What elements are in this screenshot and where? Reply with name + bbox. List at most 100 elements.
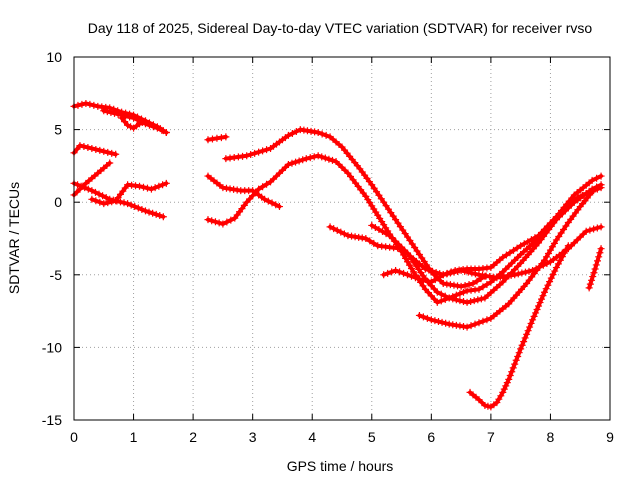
data-point-marker bbox=[542, 285, 550, 293]
data-point-marker bbox=[127, 123, 135, 131]
data-point-marker bbox=[259, 183, 267, 191]
data-point-marker bbox=[425, 266, 433, 274]
data-point-marker bbox=[467, 298, 475, 306]
data-point-marker bbox=[368, 221, 376, 229]
data-point-marker bbox=[461, 281, 469, 289]
data-point-marker bbox=[90, 101, 98, 109]
data-point-marker bbox=[499, 278, 507, 286]
data-point-marker bbox=[124, 121, 132, 129]
data-point-marker bbox=[407, 272, 415, 280]
data-point-marker bbox=[533, 305, 541, 313]
data-point-marker bbox=[469, 280, 477, 288]
data-point-marker bbox=[502, 251, 510, 259]
data-point-marker bbox=[151, 184, 159, 192]
data-point-marker bbox=[292, 128, 300, 136]
data-point-marker bbox=[321, 154, 329, 162]
data-point-marker bbox=[162, 129, 170, 137]
data-point-marker bbox=[288, 129, 296, 137]
y-tick-label: 10 bbox=[46, 49, 62, 65]
data-point-marker bbox=[74, 181, 82, 189]
data-point-marker bbox=[141, 117, 149, 125]
data-point-marker bbox=[593, 174, 601, 182]
data-point-marker bbox=[249, 192, 257, 200]
data-series bbox=[70, 99, 605, 411]
data-point-marker bbox=[596, 249, 604, 257]
data-point-marker bbox=[96, 146, 104, 154]
data-point-marker bbox=[116, 198, 124, 206]
data-point-marker bbox=[445, 294, 453, 302]
data-point-marker bbox=[435, 273, 443, 281]
data-point-marker bbox=[546, 278, 554, 286]
data-point-marker bbox=[302, 155, 310, 163]
data-point-marker bbox=[310, 153, 318, 161]
data-point-marker bbox=[588, 188, 596, 196]
data-point-marker bbox=[586, 226, 594, 234]
data-point-marker bbox=[73, 145, 81, 153]
x-tick-label: 4 bbox=[308, 429, 316, 445]
data-point-marker bbox=[593, 183, 601, 191]
data-point-marker bbox=[538, 295, 546, 303]
data-point-marker bbox=[499, 253, 507, 261]
data-point-marker bbox=[502, 382, 510, 390]
data-point-marker bbox=[95, 190, 103, 198]
data-point-marker bbox=[141, 207, 149, 215]
data-point-marker bbox=[509, 364, 517, 372]
data-point-marker bbox=[88, 195, 96, 203]
data-point-marker bbox=[138, 118, 146, 126]
series-s3 bbox=[118, 114, 149, 132]
data-point-marker bbox=[263, 146, 271, 154]
data-point-marker bbox=[275, 203, 283, 211]
data-point-marker bbox=[475, 285, 483, 293]
data-point-marker bbox=[143, 184, 151, 192]
data-point-marker bbox=[502, 275, 510, 283]
data-point-marker bbox=[483, 316, 491, 324]
data-point-marker bbox=[415, 311, 423, 319]
data-point-marker bbox=[215, 219, 223, 227]
data-point-marker bbox=[84, 185, 92, 193]
data-point-marker bbox=[456, 290, 464, 298]
data-point-marker bbox=[103, 108, 111, 116]
data-point-marker bbox=[590, 269, 598, 277]
data-point-marker bbox=[82, 99, 90, 107]
data-point-marker bbox=[110, 109, 118, 117]
data-point-marker bbox=[556, 256, 564, 264]
data-point-marker bbox=[429, 267, 437, 275]
data-point-marker bbox=[531, 234, 539, 242]
data-point-marker bbox=[520, 338, 528, 346]
data-point-marker bbox=[524, 238, 532, 246]
data-point-marker bbox=[588, 176, 596, 184]
data-point-marker bbox=[585, 284, 593, 292]
data-point-marker bbox=[213, 134, 221, 142]
x-tick-label: 8 bbox=[547, 429, 555, 445]
data-point-marker bbox=[508, 368, 516, 376]
data-point-marker bbox=[396, 268, 404, 276]
series-s6 bbox=[70, 179, 167, 221]
data-point-marker bbox=[284, 160, 292, 168]
data-point-marker bbox=[479, 317, 487, 325]
data-point-marker bbox=[88, 187, 96, 195]
data-point-marker bbox=[121, 118, 129, 126]
data-point-marker bbox=[474, 296, 482, 304]
data-point-marker bbox=[433, 288, 441, 296]
data-point-marker bbox=[449, 295, 457, 303]
data-point-marker bbox=[100, 107, 108, 115]
data-point-marker bbox=[306, 154, 314, 162]
data-point-marker bbox=[380, 271, 388, 279]
data-point-marker bbox=[463, 323, 471, 331]
x-tick-label: 2 bbox=[189, 429, 197, 445]
data-point-marker bbox=[441, 292, 449, 300]
data-point-marker bbox=[404, 271, 412, 279]
y-tick-label: 0 bbox=[54, 194, 62, 210]
data-point-marker bbox=[506, 249, 514, 257]
data-point-marker bbox=[139, 183, 147, 191]
y-tick-label: 5 bbox=[54, 122, 62, 138]
series-s2 bbox=[100, 107, 170, 137]
data-point-marker bbox=[505, 375, 513, 383]
data-point-marker bbox=[326, 223, 334, 231]
series-s13 bbox=[380, 172, 605, 286]
data-point-marker bbox=[362, 235, 370, 242]
data-point-marker bbox=[162, 179, 170, 187]
data-point-marker bbox=[107, 108, 115, 116]
axis-ticks: 0 1 2 3 4 5 6 7 8 9 -15 -10 -5 0 5 10 bbox=[42, 49, 614, 445]
data-point-marker bbox=[483, 280, 491, 288]
